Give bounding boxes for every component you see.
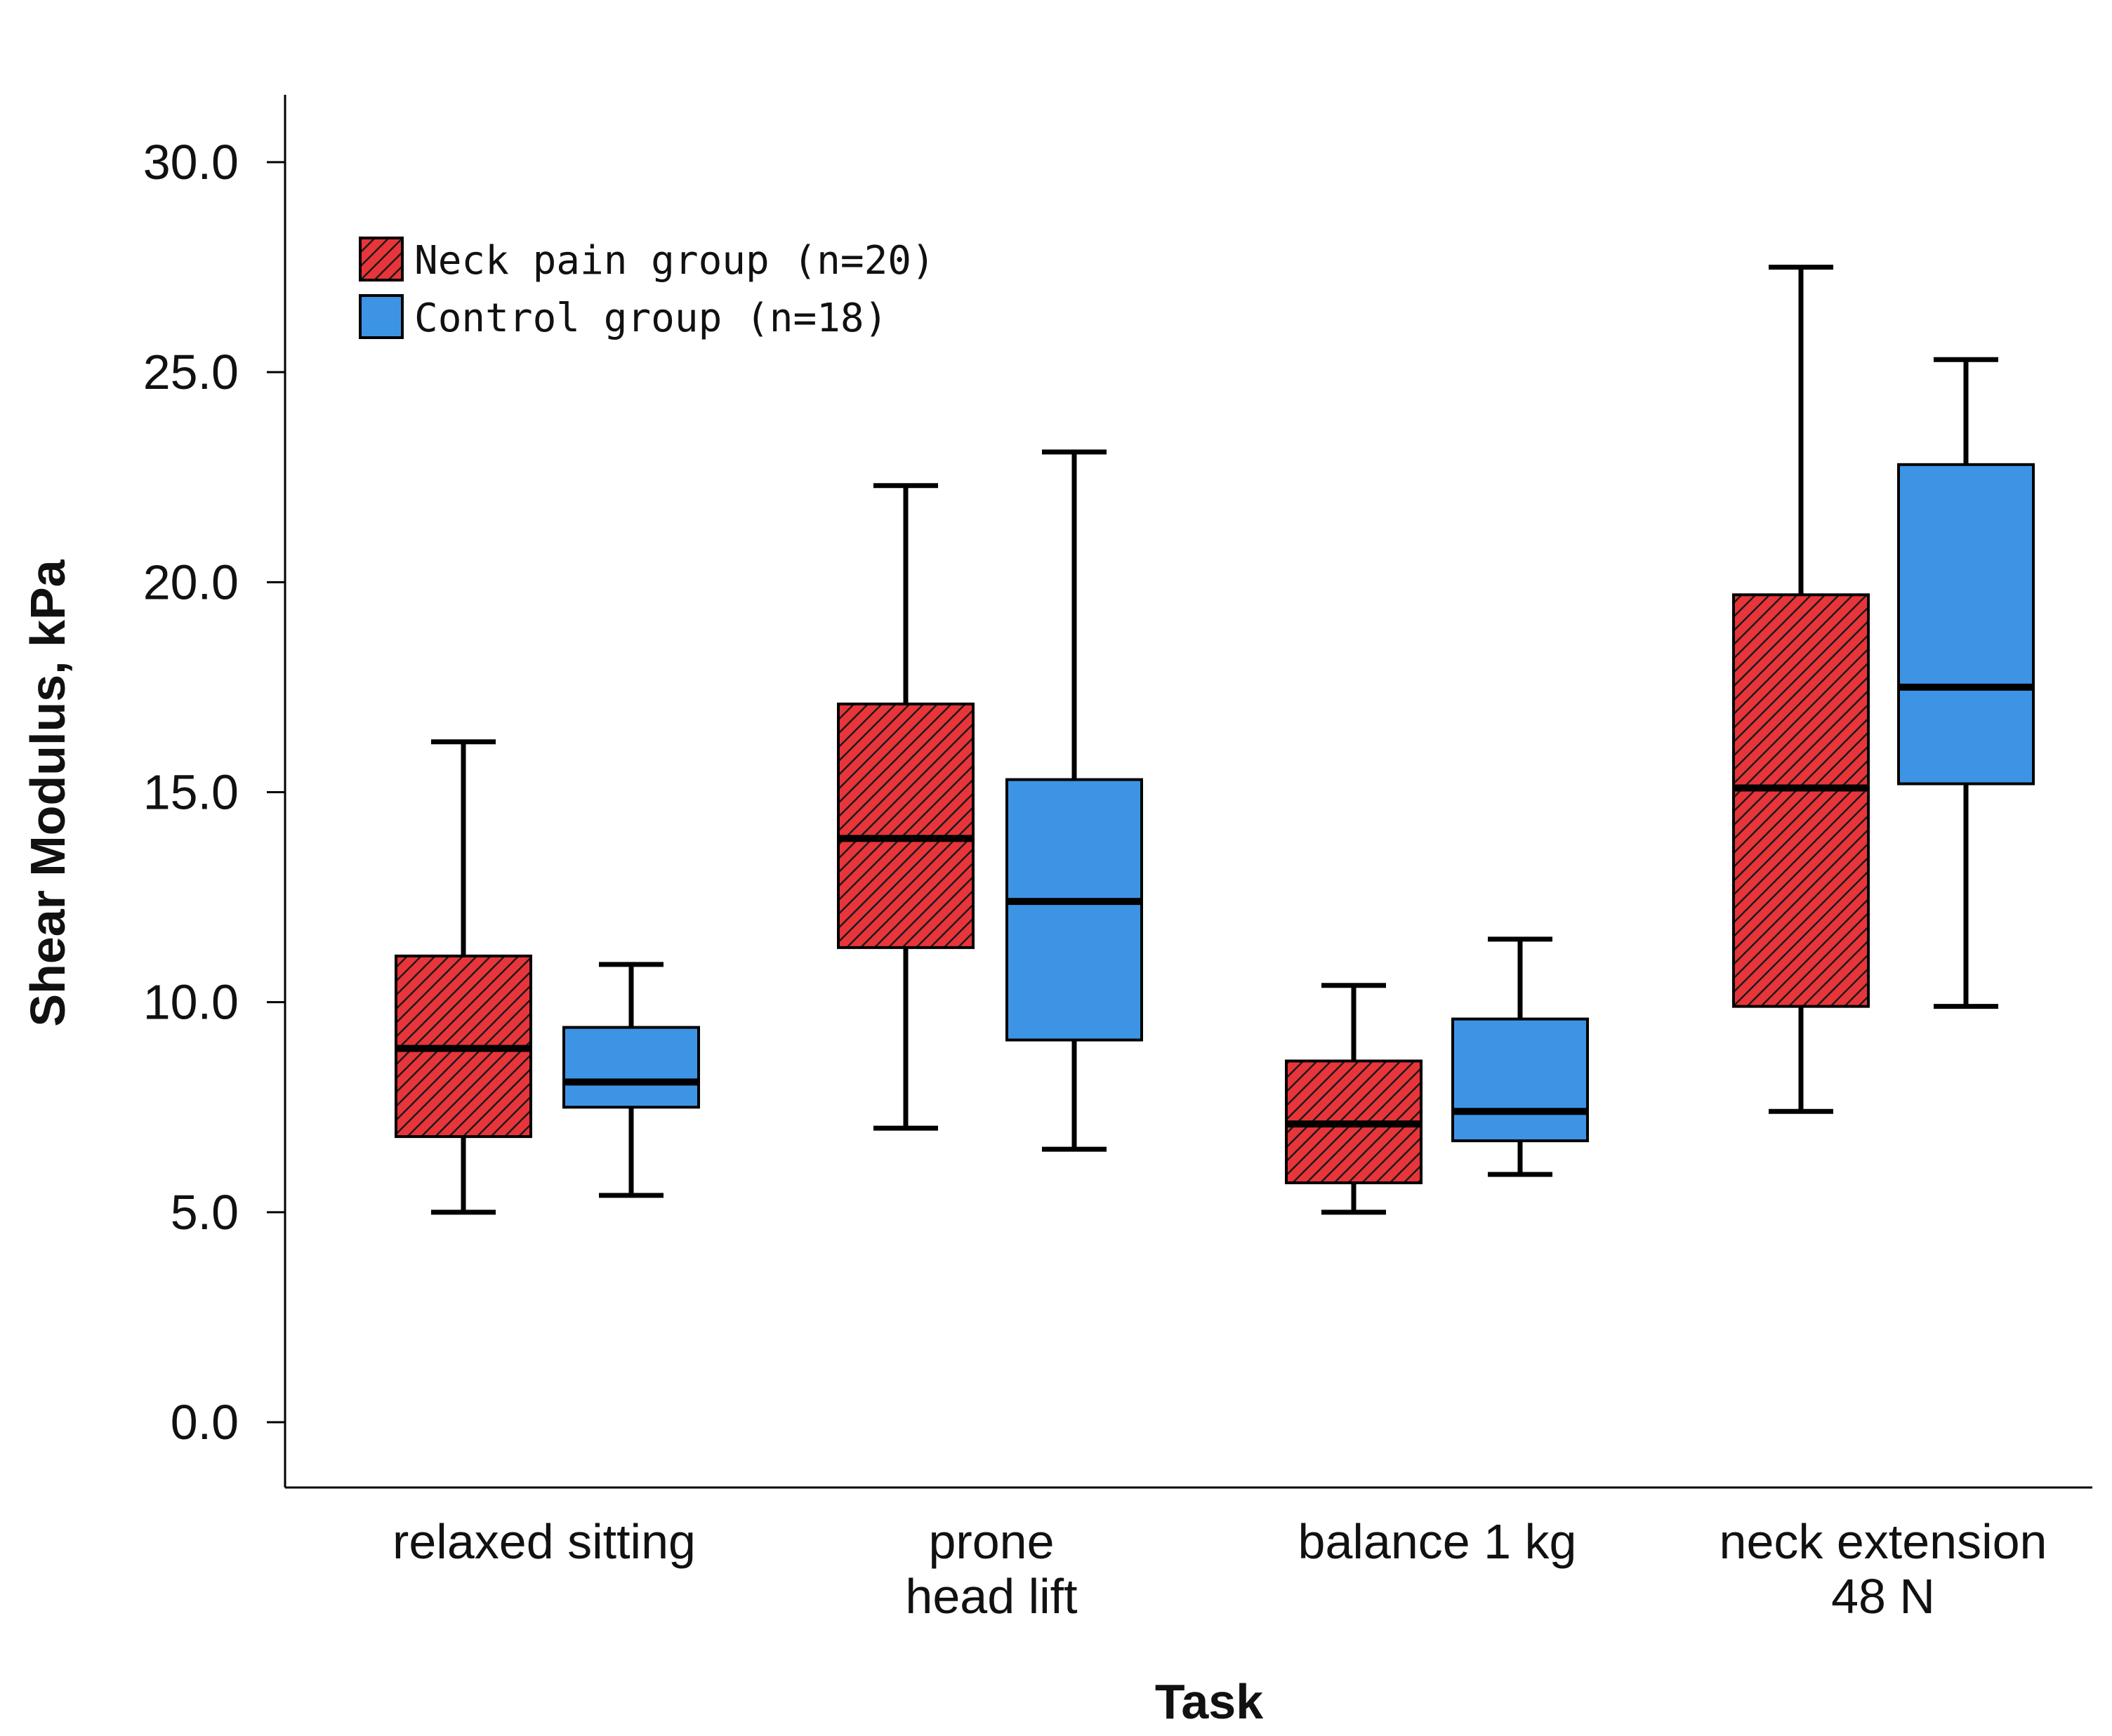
category-label: prone head lift [905,1514,1077,1624]
y-axis-title: Shear Modulus, kPa [20,559,75,1026]
box-iqr [1005,778,1143,1042]
y-tick-label: 15.0 [143,765,239,820]
legend-label-control: Control group (n=18) [414,296,887,341]
y-tick-label: 10.0 [143,975,239,1030]
plot-area: 0.0 5.0 10.0 15.0 20.0 25.0 30.0 relaxed sitti… [143,95,2092,1624]
legend-label-neck-pain: Neck pain group (n=20) [414,238,935,284]
category-label: neck extension 48 N [1720,1514,2047,1624]
box-iqr [1451,1017,1589,1143]
y-tick-label: 25.0 [143,345,239,399]
box-control-2 [1451,936,1589,1177]
box-control-3 [1897,357,2035,1009]
x-axis-title: Task [1155,1674,1263,1729]
box-iqr [1732,593,1870,1008]
y-ticks: 0.0 5.0 10.0 15.0 20.0 25.0 30.0 [143,135,285,1450]
legend-swatch-neck-pain [359,237,404,281]
category-label: balance 1 kg [1298,1514,1577,1569]
box-control-0 [562,962,700,1198]
legend-swatch-control [359,294,404,339]
box-iqr [1897,463,2035,786]
box-control-1 [1005,449,1143,1152]
box-neck-pain-1 [837,483,975,1131]
box-iqr [837,702,975,949]
box-iqr [562,1026,700,1109]
category-label: relaxed sitting [392,1514,696,1569]
box-neck-pain-2 [1285,983,1423,1215]
y-tick-label: 30.0 [143,135,239,190]
y-tick-label: 20.0 [143,555,239,609]
box-neck-pain-0 [395,739,532,1215]
box-neck-pain-3 [1732,265,1870,1114]
category-labels: relaxed sitting prone head lift balance 1 k… [392,1514,2047,1624]
boxes [395,265,2035,1215]
y-tick-label: 0.0 [171,1395,239,1450]
legend: Neck pain group (n=20) Control group (n=… [359,237,935,341]
y-tick-label: 5.0 [171,1185,239,1240]
